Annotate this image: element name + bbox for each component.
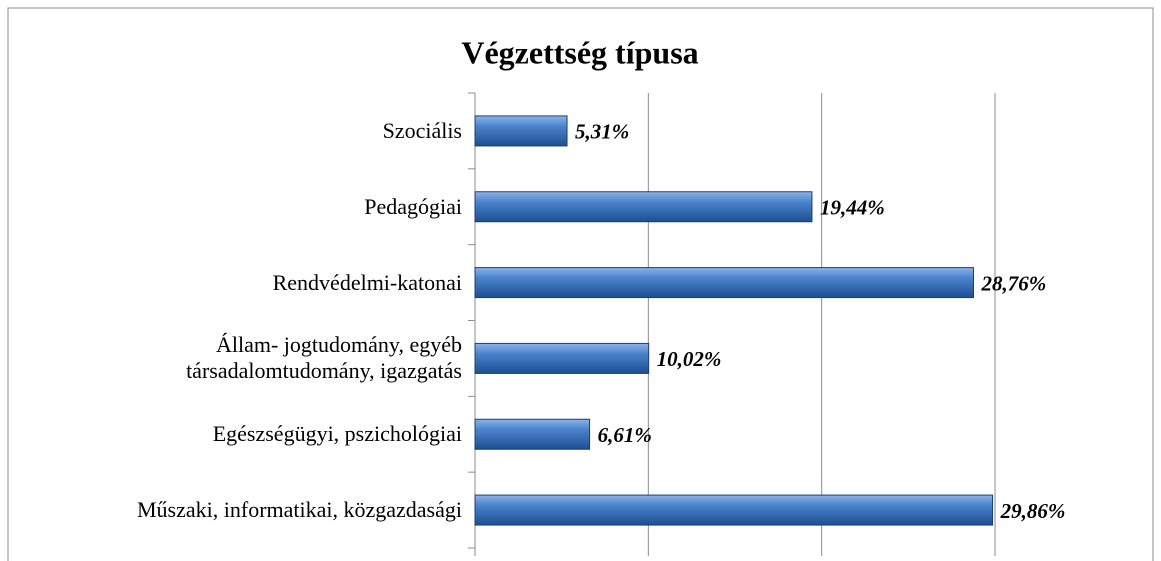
- bar: [474, 494, 994, 526]
- value-label: 28,76%: [981, 271, 1047, 295]
- value-label: 19,44%: [820, 196, 885, 220]
- bar: [474, 191, 813, 223]
- chart-title: Végzettség típusa: [461, 34, 698, 70]
- bar: [474, 267, 975, 299]
- value-label: 5,31%: [575, 120, 629, 144]
- y-tick-label: Rendvédelmi-katonai: [272, 269, 462, 295]
- y-tick-label: Szociális: [382, 117, 462, 143]
- bar: [474, 115, 568, 147]
- bar: [474, 342, 650, 374]
- value-label: 29,86%: [1000, 499, 1066, 523]
- chart-frame: [7, 7, 1154, 561]
- value-label: 10,02%: [657, 347, 722, 371]
- y-tick-label: Egészségügyi, pszichológiai: [212, 421, 462, 447]
- value-label: 6,61%: [598, 423, 652, 447]
- y-tick-label: Állam- jogtudomány, egyéb társadalomtudo…: [186, 332, 462, 384]
- y-tick-label: Műszaki, informatikai, közgazdasági: [136, 497, 462, 523]
- bar: [474, 418, 591, 450]
- y-tick-label: Pedagógiai: [364, 193, 462, 219]
